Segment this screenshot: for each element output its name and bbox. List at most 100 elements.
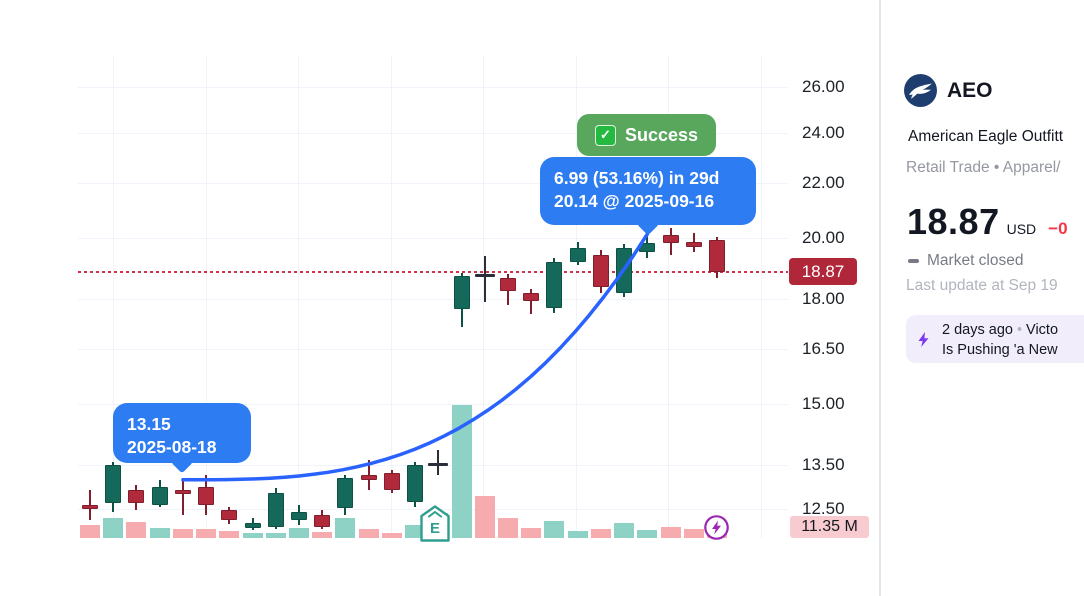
candle-body xyxy=(569,248,586,262)
volume-bar xyxy=(219,531,240,538)
candle-body xyxy=(128,489,145,504)
candle-body xyxy=(407,465,424,503)
volume-bar xyxy=(381,533,402,538)
candle-body xyxy=(474,274,495,278)
aeo-logo xyxy=(904,74,937,107)
grid-line xyxy=(78,238,788,240)
entry-line1: 13.15 xyxy=(127,414,171,434)
grid-line xyxy=(390,55,392,538)
grid-line xyxy=(78,133,788,135)
candle-body xyxy=(198,487,215,505)
grid-line xyxy=(78,509,788,510)
candle-body xyxy=(546,262,563,308)
volume-bar xyxy=(637,529,658,538)
result-line2: 20.14 @ 2025-09-16 xyxy=(554,191,715,211)
last-price-label: 18.87 xyxy=(789,258,857,285)
grid-line xyxy=(78,87,788,88)
volume-bar xyxy=(149,528,170,538)
price-row: 18.87 USD −0 xyxy=(907,201,1068,243)
volume-bar xyxy=(567,531,588,538)
volume-bar xyxy=(312,531,333,538)
axis-tick: 18.00 xyxy=(802,288,845,308)
candle-body xyxy=(383,472,400,490)
volume-bar xyxy=(660,526,681,538)
candle-body xyxy=(151,487,168,505)
grid-line xyxy=(298,55,299,538)
axis-tick: 24.00 xyxy=(802,123,845,143)
news-meta: 2 days ago • Victo xyxy=(942,322,1058,338)
last-price-line xyxy=(78,270,788,273)
success-badge: ✓ Success xyxy=(577,114,716,156)
volume-bar xyxy=(265,533,286,538)
success-label: Success xyxy=(624,124,699,145)
news-headline: Is Pushing 'a New xyxy=(942,342,1058,358)
news-headline-start: Victo xyxy=(1026,322,1059,338)
market-closed-icon xyxy=(908,259,919,263)
volume-bar xyxy=(126,521,147,538)
axis-tick: 12.50 xyxy=(802,499,845,518)
volume-bar xyxy=(706,529,727,538)
candle-body xyxy=(428,462,449,466)
volume-bar xyxy=(103,518,124,538)
volume-bar xyxy=(242,533,263,538)
check-icon: ✓ xyxy=(594,124,616,146)
industry-line: Retail Trade • Apparel/ xyxy=(906,159,1061,176)
volume-bar xyxy=(614,523,635,538)
grid-line xyxy=(668,55,669,538)
current-price: 18.87 xyxy=(907,201,1000,242)
tooltip-pointer xyxy=(636,212,660,236)
volume-bar xyxy=(405,524,426,538)
axis-tick: 22.00 xyxy=(802,173,845,193)
volume-bar xyxy=(172,529,193,538)
axis-tick: 20.00 xyxy=(802,228,845,248)
candle-body xyxy=(592,255,609,288)
grid-line xyxy=(78,298,788,300)
volume-bar xyxy=(80,524,100,538)
volume-bar xyxy=(683,529,704,538)
candle-body xyxy=(244,522,261,529)
candle-body xyxy=(685,241,702,247)
volume-bar xyxy=(474,496,495,538)
volume-bar xyxy=(196,529,217,538)
result-tooltip: 6.99 (53.16%) in 29d 20.14 @ 2025-09-16 xyxy=(540,157,756,236)
axis-tick: 15.00 xyxy=(802,393,845,413)
candle-body xyxy=(290,511,307,521)
candle-body xyxy=(639,243,656,252)
volume-bar xyxy=(358,529,379,538)
volume-bar xyxy=(288,528,309,538)
news-age: 2 days ago xyxy=(942,322,1013,338)
grid-line xyxy=(78,183,788,185)
eagle-icon xyxy=(909,83,932,99)
grid-line xyxy=(760,55,762,538)
axis-tick: 16.50 xyxy=(802,339,845,359)
candle-wick xyxy=(483,255,486,303)
candle-body xyxy=(523,292,540,301)
grid-line xyxy=(113,55,114,538)
volume-bar xyxy=(335,518,356,538)
candle-body xyxy=(267,493,284,528)
market-status-label: Market closed xyxy=(927,252,1024,269)
candle-body xyxy=(337,478,354,508)
last-update: Last update at Sep 19 xyxy=(906,277,1058,294)
separator-dot: • xyxy=(1016,322,1023,338)
candle-body xyxy=(499,277,516,291)
candle-body xyxy=(105,465,122,504)
volume-bar xyxy=(497,518,518,538)
candle-body xyxy=(314,515,331,528)
grid-line xyxy=(78,349,788,351)
grid-line xyxy=(205,55,207,538)
candle-body xyxy=(360,474,377,480)
volume-bar xyxy=(521,528,542,538)
volume-bar xyxy=(590,529,611,538)
news-flash-icon xyxy=(918,332,929,347)
candle-body xyxy=(616,248,633,294)
candle-body xyxy=(708,240,725,272)
volume-bar xyxy=(544,521,565,538)
panel-divider xyxy=(879,0,881,596)
news-item[interactable]: 2 days ago • Victo Is Pushing 'a New xyxy=(906,315,1084,363)
candle-body xyxy=(174,489,191,494)
company-name[interactable]: American Eagle Outfitt xyxy=(908,128,1064,145)
currency-label: USD xyxy=(1006,221,1037,237)
candle-wick xyxy=(181,479,184,515)
